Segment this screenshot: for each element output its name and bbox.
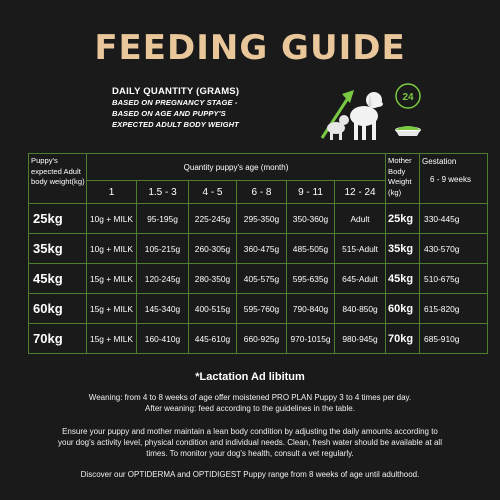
mother-weight-header: Mother Body Weight (kg): [385, 153, 421, 204]
quantity-cell: 790-840g: [286, 293, 335, 324]
table-row: 60kg 15g + MILK 145-340g 400-515g 595-76…: [28, 293, 489, 324]
ensure-line-1: Ensure your puppy and mother maintain a …: [62, 427, 438, 436]
feeding-table: Puppy's expected Adult body weight(kg) Q…: [28, 153, 489, 354]
ensure-line-2: your dog's activity level, physical cond…: [58, 438, 442, 447]
quantity-cell: Adult: [333, 203, 387, 234]
quantity-cell: 225-245g: [188, 203, 237, 234]
mother-weight-cell: 45kg: [385, 263, 421, 294]
quantity-cell: 15g + MILK: [86, 263, 137, 294]
quantity-cell: 400-515g: [188, 293, 237, 324]
gestation-header-title: Gestation: [422, 157, 457, 166]
puppy-weight-cell: 35kg: [28, 233, 87, 264]
quantity-cell: 295-350g: [236, 203, 287, 234]
gestation-cell: 510-675g: [419, 263, 489, 294]
quantity-cell: 445-610g: [188, 323, 237, 354]
mother-weight-cell: 35kg: [385, 233, 421, 264]
age-column-header: 1: [86, 180, 137, 204]
table-row: 25kg 10g + MILK 95-195g 225-245g 295-350…: [28, 203, 489, 234]
clock-24-icon: 24: [395, 83, 421, 109]
quantity-cell: 980-945g: [333, 323, 387, 354]
gestation-cell: 685-910g: [419, 323, 489, 354]
age-column-header: 4 - 5: [188, 180, 237, 204]
quantity-cell: 515-Adult: [333, 233, 387, 264]
puppy-weight-cell: 70kg: [28, 323, 87, 354]
quantity-cell: 360-475g: [236, 233, 287, 264]
table-row: 35kg 10g + MILK 105-215g 260-305g 360-47…: [28, 233, 489, 264]
table-row: 70kg 15g + MILK 160-410g 445-610g 660-92…: [28, 323, 489, 354]
daily-quantity-block: DAILY QUANTITY (GRAMS) BASED ON PREGNANC…: [112, 86, 312, 130]
mother-weight-cell: 60kg: [385, 293, 421, 324]
gestation-header: Gestation 6 - 9 weeks: [419, 153, 489, 204]
adult-dog-icon: [350, 92, 383, 140]
gestation-cell: 615-820g: [419, 293, 489, 324]
quantity-cell: 280-350g: [188, 263, 237, 294]
lactation-note: *Lactation Ad libitum: [195, 371, 305, 383]
daily-quantity-heading: DAILY QUANTITY (GRAMS): [112, 86, 240, 97]
quantity-cell: 15g + MILK: [86, 323, 137, 354]
daily-quantity-line-2: BASED ON AGE AND PUPPY'S: [112, 109, 226, 118]
quantity-cell: 15g + MILK: [86, 293, 137, 324]
puppy-weight-header: Puppy's expected Adult body weight(kg): [28, 153, 87, 204]
clock-badge-label: 24: [402, 92, 414, 103]
quantity-cell: 970-1015g: [286, 323, 335, 354]
daily-quantity-line-3: EXPECTED ADULT BODY WEIGHT: [112, 120, 239, 129]
quantity-cell: 95-195g: [136, 203, 189, 234]
puppy-weight-cell: 60kg: [28, 293, 87, 324]
age-column-header: 9 - 11: [286, 180, 335, 204]
mother-weight-cell: 25kg: [385, 203, 421, 234]
ensure-line-3: times. To monitor your dog's health, con…: [146, 449, 354, 458]
page-title: FEEDING GUIDE: [94, 28, 406, 68]
quantity-cell: 160-410g: [136, 323, 189, 354]
growth-arrow-icon: [320, 90, 354, 139]
age-column-header: 6 - 8: [236, 180, 287, 204]
weaning-line-2: After weaning: feed according to the gui…: [145, 404, 355, 413]
quantity-cell: 260-305g: [188, 233, 237, 264]
ensure-paragraph: Ensure your puppy and mother maintain a …: [20, 426, 480, 459]
puppy-icon: [327, 115, 349, 140]
weaning-line-1: Weaning: from 4 to 8 weeks of age offer …: [88, 393, 412, 402]
gestation-header-subtitle: 6 - 9 weeks: [430, 175, 471, 184]
quantity-cell: 105-215g: [136, 233, 189, 264]
quantity-cell: 485-505g: [286, 233, 335, 264]
puppy-weight-cell: 45kg: [28, 263, 87, 294]
quantity-cell: 120-245g: [136, 263, 189, 294]
quantity-cell: 595-635g: [286, 263, 335, 294]
gestation-cell: 430-570g: [419, 233, 489, 264]
table-row: 45kg 15g + MILK 120-245g 280-350g 405-57…: [28, 263, 489, 294]
quantity-cell: 350-360g: [286, 203, 335, 234]
quantity-cell: 10g + MILK: [86, 203, 137, 234]
quantity-cell: 595-760g: [236, 293, 287, 324]
daily-quantity-line-1: BASED ON PREGNANCY STAGE -: [112, 98, 238, 107]
weaning-paragraph: Weaning: from 4 to 8 weeks of age offer …: [20, 392, 480, 414]
puppy-weight-cell: 25kg: [28, 203, 87, 234]
age-column-header: 12 - 24: [333, 180, 387, 204]
mother-weight-cell: 70kg: [385, 323, 421, 354]
quantity-header: Quantity puppy's age (month): [85, 153, 387, 181]
quantity-cell: 405-575g: [236, 263, 287, 294]
quantity-cell: 660-925g: [236, 323, 287, 354]
age-column-header: 1.5 - 3: [136, 180, 189, 204]
quantity-cell: 840-850g: [333, 293, 387, 324]
dog-growth-illustration: 24: [320, 83, 421, 140]
quantity-cell: 645-Adult: [333, 263, 387, 294]
discover-note: Discover our OPTIDERMA and OPTIDIGEST Pu…: [80, 470, 420, 479]
quantity-cell: 145-340g: [136, 293, 189, 324]
quantity-cell: 10g + MILK: [86, 233, 137, 264]
food-bowl-icon: [395, 126, 421, 136]
gestation-cell: 330-445g: [419, 203, 489, 234]
